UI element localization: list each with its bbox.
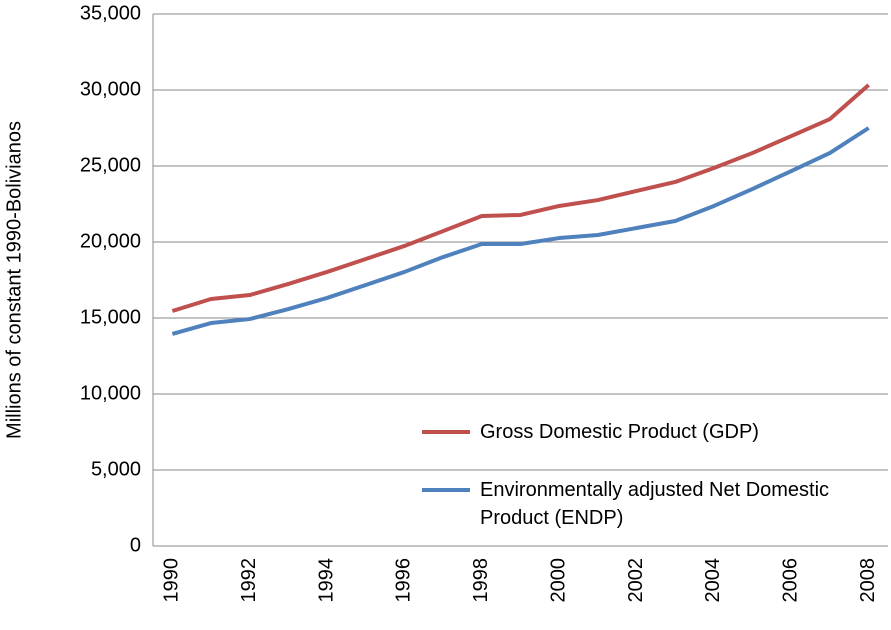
x-tick-label: 2006 (780, 558, 802, 603)
x-tick-label: 1990 (161, 558, 183, 603)
y-tick-label: 10,000 (80, 382, 141, 404)
x-tick-label: 2008 (857, 558, 879, 603)
y-axis-label: Millions of constant 1990-Bolivianos (3, 121, 25, 439)
x-tick-label: 1992 (238, 558, 260, 603)
x-tick-label: 1996 (393, 558, 415, 603)
x-tick-label: 2002 (625, 558, 647, 603)
legend-label: Gross Domestic Product (GDP) (480, 421, 759, 443)
series-line (171, 126, 870, 336)
series-line (171, 83, 870, 313)
x-tick-label: 2000 (547, 558, 569, 603)
y-tick-label: 20,000 (80, 230, 141, 252)
y-tick-label: 30,000 (80, 78, 141, 100)
y-tick-label: 35,000 (80, 2, 141, 24)
y-tick-label: 15,000 (80, 306, 141, 328)
x-tick-label: 2004 (702, 558, 724, 603)
y-tick-label: 25,000 (80, 154, 141, 176)
x-tick-label: 1994 (315, 558, 337, 603)
y-tick-label: 0 (130, 534, 141, 556)
y-tick-label: 5,000 (91, 458, 141, 480)
legend-label: Environmentally adjusted Net Domestic Pr… (480, 479, 830, 529)
x-tick-label: 1998 (470, 558, 492, 603)
